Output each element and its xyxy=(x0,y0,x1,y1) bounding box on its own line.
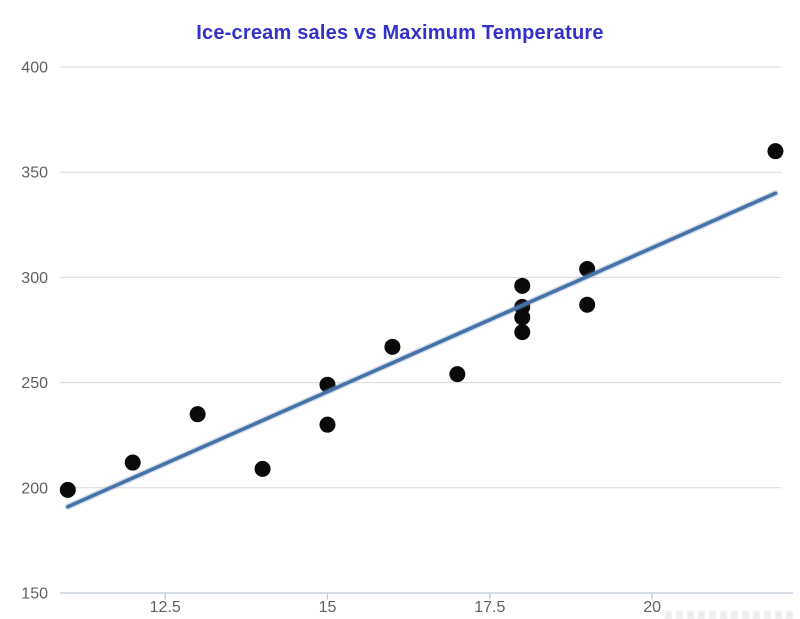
data-point xyxy=(767,143,784,160)
data-point xyxy=(319,416,336,433)
x-tick-label: 15 xyxy=(319,599,337,616)
chart-title: Ice-cream sales vs Maximum Temperature xyxy=(196,22,604,44)
data-point xyxy=(189,406,206,423)
x-tick-label: 12.5 xyxy=(150,599,181,616)
data-point xyxy=(579,296,596,313)
data-point xyxy=(449,366,466,383)
y-tick-label: 300 xyxy=(21,270,48,287)
x-tick-label: 17.5 xyxy=(474,599,505,616)
data-point xyxy=(124,454,141,471)
data-point xyxy=(514,277,531,294)
y-tick-label: 250 xyxy=(21,375,48,392)
y-tick-label: 350 xyxy=(21,165,48,182)
trend-line xyxy=(65,191,778,509)
data-point xyxy=(514,324,531,341)
data-point xyxy=(59,481,76,498)
x-tick-label: 20 xyxy=(643,599,661,616)
y-tick-label: 150 xyxy=(21,586,48,603)
y-tick-label: 400 xyxy=(21,60,48,77)
y-tick-label: 200 xyxy=(21,480,48,497)
data-point xyxy=(254,460,271,477)
watermark-remnant xyxy=(665,611,797,619)
data-point xyxy=(384,338,401,355)
data-point xyxy=(514,309,531,326)
